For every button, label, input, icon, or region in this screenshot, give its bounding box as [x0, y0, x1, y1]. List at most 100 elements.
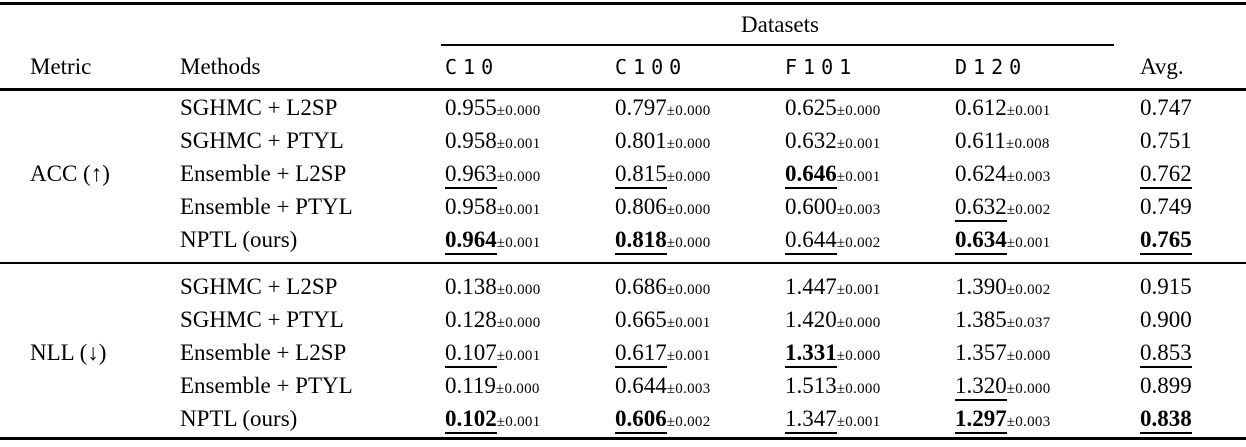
- avg-value-cell: 0.899: [1140, 373, 1246, 399]
- value-cell: 0.632±0.002: [955, 193, 1140, 222]
- avg-value-cell: 0.838: [1140, 405, 1246, 434]
- value-std: ±0.001: [496, 201, 541, 218]
- value-cell: 1.331±0.000: [785, 339, 955, 368]
- value: 1.331: [785, 339, 837, 368]
- value: 0.955: [445, 94, 497, 120]
- value: 1.347: [785, 405, 837, 434]
- value-cell: 0.107±0.001: [445, 339, 615, 368]
- value: 0.102: [445, 405, 497, 434]
- value: 1.420: [785, 306, 837, 332]
- datasets-group-row: Datasets: [0, 5, 1246, 44]
- value-cell: 0.634±0.001: [955, 226, 1140, 255]
- value-cell: 0.624±0.003: [955, 161, 1140, 187]
- value: 0.686: [615, 273, 667, 299]
- value-std: ±0.001: [836, 281, 881, 298]
- value-std: ±0.000: [836, 380, 881, 397]
- value: 0.900: [1140, 306, 1192, 332]
- value: 0.765: [1140, 226, 1192, 255]
- value-std: ±0.000: [495, 380, 540, 397]
- value-std: ±0.001: [836, 413, 881, 430]
- value-std: ±0.001: [496, 413, 541, 430]
- avg-value-cell: 0.900: [1140, 307, 1246, 333]
- value-cell: 0.646±0.001: [785, 160, 955, 189]
- value-std: ±0.003: [1006, 168, 1051, 185]
- column-header-row: Metric Methods C10 C100 F101 D120 Avg.: [0, 46, 1246, 88]
- avg-value-cell: 0.853: [1140, 339, 1246, 368]
- value-cell: 0.617±0.001: [615, 339, 785, 368]
- value-std: ±0.001: [496, 135, 541, 152]
- header-rule: [0, 88, 1246, 91]
- value: 0.600: [785, 193, 837, 219]
- value-cell: 1.385±0.037: [955, 307, 1140, 333]
- method-label: SGHMC + PTYL: [180, 306, 344, 332]
- value-cell: 0.801±0.000: [615, 128, 785, 154]
- value: 1.385: [955, 306, 1007, 332]
- value: 0.606: [615, 405, 667, 434]
- col-header-metric: Metric: [30, 54, 92, 79]
- value: 0.644: [785, 226, 837, 255]
- value-std: ±0.003: [836, 201, 881, 218]
- top-rule: [0, 2, 1246, 5]
- col-header-methods: Methods: [180, 54, 261, 79]
- metric-label: ACC (↑): [30, 160, 110, 186]
- value-cell: 1.357±0.000: [955, 340, 1140, 366]
- value: 0.801: [615, 127, 667, 153]
- value: 0.611: [955, 127, 1006, 153]
- value-std: ±0.001: [496, 234, 541, 251]
- value-cell: 1.320±0.000: [955, 372, 1140, 401]
- value: 1.357: [955, 339, 1007, 365]
- value-std: ±0.001: [836, 135, 881, 152]
- value-cell: 0.138±0.000: [445, 274, 615, 300]
- value-cell: 0.632±0.001: [785, 128, 955, 154]
- value-cell: 0.955±0.000: [445, 95, 615, 121]
- col-header-f101: F101: [785, 55, 858, 79]
- value-cell: 0.102±0.001: [445, 405, 615, 434]
- col-header-avg: Avg.: [1140, 54, 1184, 79]
- value-std: ±0.002: [666, 413, 711, 430]
- value-std: ±0.037: [1006, 314, 1051, 331]
- col-header-c10: C10: [445, 55, 500, 79]
- value-std: ±0.002: [836, 234, 881, 251]
- value-std: ±0.001: [1006, 234, 1051, 251]
- value: 0.751: [1140, 127, 1192, 153]
- value-cell: 0.815±0.000: [615, 160, 785, 189]
- col-header-c100: C100: [615, 55, 688, 79]
- value: 0.747: [1140, 94, 1192, 120]
- value: 0.632: [955, 193, 1007, 222]
- bottom-rule: [0, 437, 1246, 440]
- method-label: Ensemble + PTYL: [180, 193, 353, 219]
- value: 1.447: [785, 273, 837, 299]
- value-cell: 1.390±0.002: [955, 274, 1140, 300]
- value-cell: 0.958±0.001: [445, 194, 615, 220]
- value-cell: 0.119±0.000: [445, 373, 615, 399]
- value: 0.915: [1140, 273, 1192, 299]
- value: 0.665: [615, 306, 667, 332]
- method-label: SGHMC + L2SP: [180, 273, 338, 299]
- method-label: Ensemble + L2SP: [180, 339, 347, 365]
- value-cell: 1.297±0.003: [955, 405, 1140, 434]
- value: 0.625: [785, 94, 837, 120]
- value-cell: 0.644±0.003: [615, 373, 785, 399]
- value: 0.634: [955, 226, 1007, 255]
- value-cell: 0.612±0.001: [955, 95, 1140, 121]
- metric-label: NLL (↓): [30, 339, 107, 365]
- avg-value-cell: 0.762: [1140, 160, 1246, 189]
- value-std: ±0.000: [1006, 380, 1051, 397]
- value-cell: 0.818±0.000: [615, 226, 785, 255]
- value: 0.107: [445, 339, 497, 368]
- datasets-group-header: Datasets: [741, 11, 819, 37]
- value-std: ±0.000: [836, 102, 881, 119]
- value-std: ±0.001: [496, 347, 541, 364]
- value: 1.320: [955, 372, 1007, 401]
- value-std: ±0.008: [1005, 135, 1050, 152]
- value-cell: 0.606±0.002: [615, 405, 785, 434]
- value-cell: 0.600±0.003: [785, 194, 955, 220]
- nll-section: NLL (↓) SGHMC + L2SP 0.138±0.000 0.686 ±0.00…: [0, 270, 1246, 435]
- value-cell: 0.806±0.000: [615, 194, 785, 220]
- value-std: ±0.001: [666, 347, 711, 364]
- method-label: NPTL (ours): [180, 226, 298, 252]
- value-std: ±0.002: [1006, 201, 1051, 218]
- value: 1.297: [955, 405, 1007, 434]
- value-std: ±0.000: [496, 102, 541, 119]
- value-std: ±0.001: [836, 168, 881, 185]
